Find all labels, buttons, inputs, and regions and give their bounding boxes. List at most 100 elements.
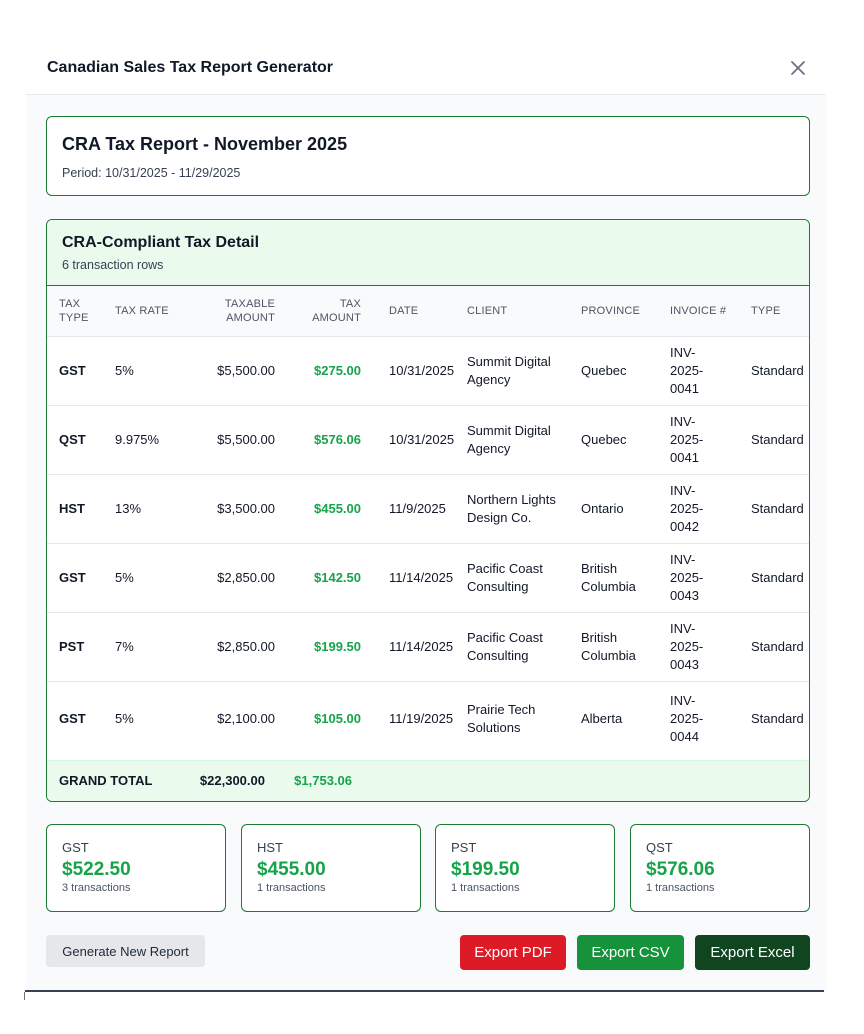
col-header-province: PROVINCE xyxy=(569,286,658,337)
summary-count: 3 transactions xyxy=(62,882,131,894)
summary-card-qst: QST $576.06 1 transactions xyxy=(630,824,810,912)
cell-tax-rate: 5% xyxy=(115,362,134,378)
grand-total-label: GRAND TOTAL xyxy=(59,773,153,788)
summary-card-gst: GST $522.50 3 transactions xyxy=(46,824,226,912)
cell-tax-amount: $576.06 xyxy=(314,431,361,447)
close-button[interactable] xyxy=(786,56,810,80)
cell-invoice: INV- 2025- 0042 xyxy=(670,482,704,534)
table-row: GST 5% $2,100.00 $105.00 11/19/2025 Prairie T… xyxy=(47,681,809,757)
tax-detail-card: CRA-Compliant Tax Detail 6 transaction r… xyxy=(46,219,810,802)
cell-type: Standard xyxy=(751,711,804,727)
cell-date: 11/9/2025 xyxy=(389,500,446,516)
cell-taxable-amount: $5,500.00 xyxy=(217,431,275,447)
cell-invoice: INV- 2025- 0041 xyxy=(670,413,704,465)
cell-tax-amount: $142.50 xyxy=(314,569,361,585)
cell-province: British Columbia xyxy=(581,560,636,594)
summary-label: GST xyxy=(62,840,89,855)
export-excel-button[interactable]: Export Excel xyxy=(695,935,810,970)
summary-value: $576.06 xyxy=(646,859,715,880)
cell-tax-rate: 5% xyxy=(115,569,134,585)
cell-date: 11/14/2025 xyxy=(389,569,454,585)
cell-type: Standard xyxy=(751,569,804,585)
summary-value: $522.50 xyxy=(62,859,131,880)
summary-value: $455.00 xyxy=(257,859,326,880)
col-header-client: CLIENT xyxy=(455,286,569,337)
cell-taxable-amount: $5,500.00 xyxy=(217,362,275,378)
cell-tax-type: GST xyxy=(59,362,86,378)
table-row: QST 9.975% $5,500.00 $576.06 10/31/2025 Summi… xyxy=(47,405,809,474)
cell-type: Standard xyxy=(751,500,804,516)
report-period: Period: 10/31/2025 - 11/29/2025 xyxy=(62,166,241,180)
summary-label: HST xyxy=(257,840,283,855)
cell-tax-amount: $105.00 xyxy=(314,711,361,727)
table-row: HST 13% $3,500.00 $455.00 11/9/2025 Northern … xyxy=(47,474,809,543)
tax-detail-header: CRA-Compliant Tax Detail 6 transaction r… xyxy=(47,220,809,286)
cell-date: 10/31/2025 xyxy=(389,431,455,447)
cell-tax-amount: $275.00 xyxy=(314,362,361,378)
close-icon xyxy=(791,61,805,75)
cell-type: Standard xyxy=(751,431,804,447)
tax-detail-title: CRA-Compliant Tax Detail xyxy=(62,234,260,251)
cell-province: Quebec xyxy=(581,431,627,447)
cell-client: Pacific Coast Consulting xyxy=(467,629,543,663)
cell-type: Standard xyxy=(751,362,804,378)
report-title: CRA Tax Report - November 2025 xyxy=(62,134,348,154)
grand-total-taxable: $22,300.00 xyxy=(199,773,265,788)
cell-tax-rate: 7% xyxy=(115,638,134,654)
summary-label: QST xyxy=(646,840,673,855)
cell-client: Summit Digital Agency xyxy=(467,422,551,456)
cell-tax-amount: $199.50 xyxy=(314,638,361,654)
col-header-type: TYPE xyxy=(739,286,809,337)
cell-date: 11/14/2025 xyxy=(389,638,454,654)
summary-count: 1 transactions xyxy=(257,882,326,894)
divider xyxy=(25,990,824,992)
cell-province: Quebec xyxy=(581,362,627,378)
cell-tax-rate: 9.975% xyxy=(115,431,160,447)
cell-tax-type: HST xyxy=(59,500,85,516)
cell-date: 11/19/2025 xyxy=(389,711,454,727)
cell-tax-type: GST xyxy=(59,711,86,727)
col-header-invoice: INVOICE # xyxy=(658,286,739,337)
cell-taxable-amount: $3,500.00 xyxy=(217,500,275,516)
cell-tax-rate: 5% xyxy=(115,711,134,727)
tax-detail-subtitle: 6 transaction rows xyxy=(62,258,164,272)
summary-card-hst: HST $455.00 1 transactions xyxy=(241,824,421,912)
cell-client: Pacific Coast Consulting xyxy=(467,560,543,594)
cell-tax-amount: $455.00 xyxy=(314,500,361,516)
cell-client: Northern Lights Design Co. xyxy=(467,491,556,525)
export-pdf-button[interactable]: Export PDF xyxy=(460,935,566,970)
grand-total-tax: $1,753.06 xyxy=(294,773,352,788)
dialog-title: Canadian Sales Tax Report Generator xyxy=(47,59,334,76)
cell-taxable-amount: $2,100.00 xyxy=(217,711,275,727)
generate-new-report-button[interactable]: Generate New Report xyxy=(46,935,205,967)
cell-taxable-amount: $2,850.00 xyxy=(217,569,275,585)
cell-invoice: INV- 2025- 0043 xyxy=(670,620,704,672)
col-header-taxable-amount: TAXABLE AMOUNT xyxy=(180,286,281,337)
col-header-date: DATE xyxy=(367,286,455,337)
summary-count: 1 transactions xyxy=(646,882,715,894)
export-csv-button[interactable]: Export CSV xyxy=(577,935,684,970)
table-row: PST 7% $2,850.00 $199.50 11/14/2025 Pacific C… xyxy=(47,612,809,681)
report-dialog: Canadian Sales Tax Report Generator CRA … xyxy=(26,42,826,992)
cell-tax-type: PST xyxy=(59,638,85,654)
tax-detail-table: TAX TYPE TAX RATE TAXABLE AMOUNT TAX AMO… xyxy=(47,286,809,757)
table-header-row: TAX TYPE TAX RATE TAXABLE AMOUNT TAX AMO… xyxy=(47,286,809,337)
cell-tax-type: QST xyxy=(59,431,86,447)
summary-value: $199.50 xyxy=(451,859,520,880)
cell-taxable-amount: $2,850.00 xyxy=(217,638,275,654)
dialog-header: Canadian Sales Tax Report Generator xyxy=(26,42,826,95)
summary-label: PST xyxy=(451,840,477,855)
table-row: GST 5% $2,850.00 $142.50 11/14/2025 Pacific C… xyxy=(47,543,809,612)
cell-tax-type: GST xyxy=(59,569,86,585)
col-header-tax-rate: TAX RATE xyxy=(103,286,180,337)
table-row: GST 5% $5,500.00 $275.00 10/31/2025 Summit Di… xyxy=(47,336,809,405)
summary-count: 1 transactions xyxy=(451,882,520,894)
cell-province: Alberta xyxy=(581,711,623,727)
cell-province: Ontario xyxy=(581,500,624,516)
grand-total-row: GRAND TOTAL $22,300.00 $1,753.06 xyxy=(47,760,809,801)
cell-client: Prairie Tech Solutions xyxy=(467,702,536,736)
col-header-tax-amount: TAX AMOUNT xyxy=(281,286,367,337)
cell-province: British Columbia xyxy=(581,629,636,663)
cell-tax-rate: 13% xyxy=(115,500,142,516)
cell-invoice: INV- 2025- 0041 xyxy=(670,344,704,396)
